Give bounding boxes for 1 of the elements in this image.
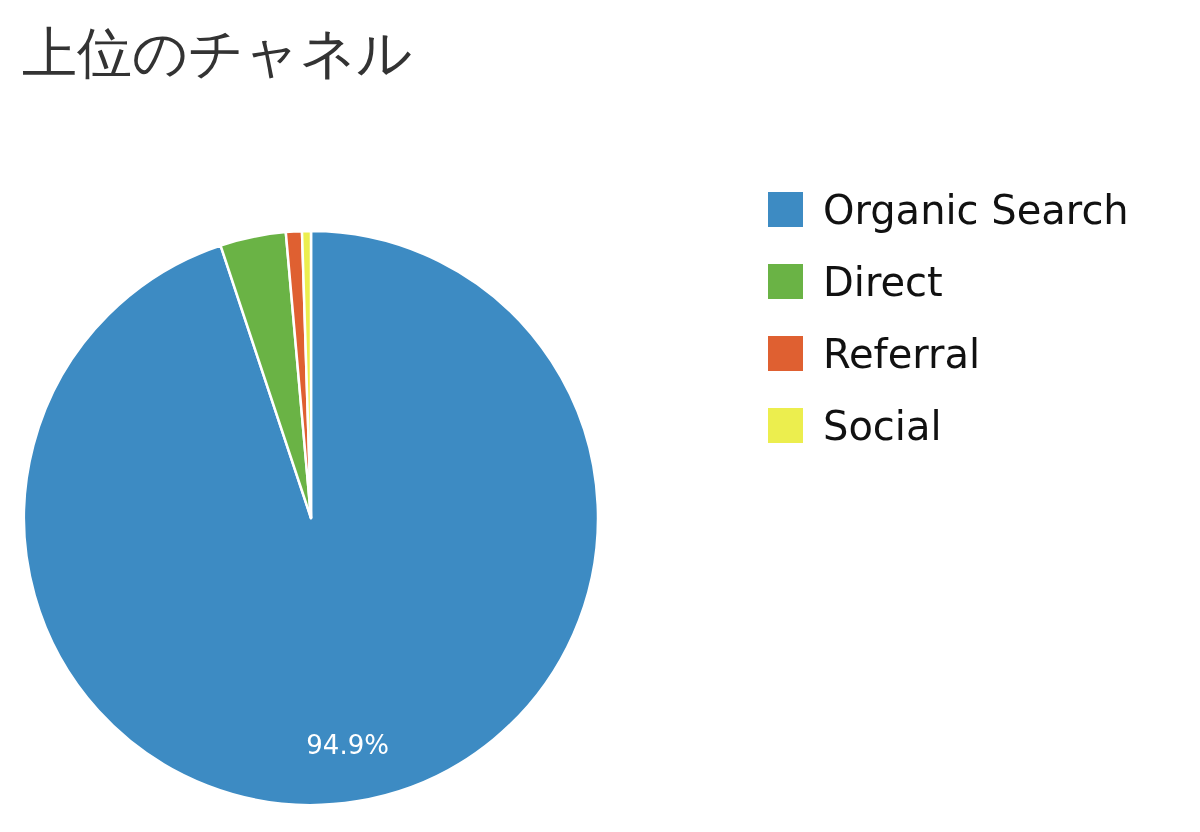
- title: 上位のチャネル: [22, 21, 412, 85]
